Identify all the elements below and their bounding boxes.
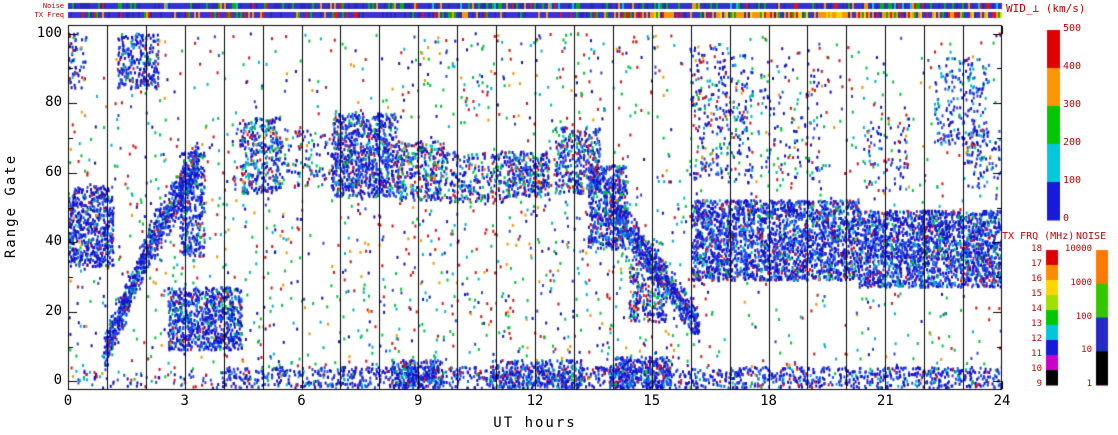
wid-colorbar-tick-label: 300 <box>1063 99 1082 110</box>
x-tick-label: 6 <box>297 393 306 409</box>
x-axis-label: UT hours <box>493 415 577 431</box>
x-tick-label: 15 <box>643 393 661 409</box>
y-tick-label: 20 <box>45 302 62 319</box>
noise-colorbar-tick-label: 1000 <box>1070 277 1092 288</box>
x-tick-label: 21 <box>876 393 894 409</box>
x-tick-label: 3 <box>180 393 189 409</box>
wid-colorbar-tick-label: 400 <box>1063 61 1082 72</box>
wid-colorbar-tick-label: 500 <box>1063 23 1082 34</box>
noise-colorbar-tick-label: 100 <box>1075 311 1092 322</box>
txfrq-colorbar-tick-label: 18 <box>1031 244 1042 254</box>
txfrq-colorbar-tick-label: 12 <box>1031 334 1042 344</box>
x-tick-label: 18 <box>760 393 777 409</box>
y-tick-label: 100 <box>36 24 62 41</box>
wid-colorbar-tick-label: 200 <box>1063 137 1082 148</box>
wid-colorbar-title: WID_⊥ (km/s) <box>1006 2 1086 15</box>
noise-colorbar-tick-label: 10 <box>1081 345 1092 356</box>
txfrq-colorbar-tick-label: 10 <box>1031 364 1042 374</box>
noise-strip-label: Noise <box>42 2 64 10</box>
txfrq-colorbar-title: TX FRQ (MHz) <box>1002 231 1075 242</box>
noise-colorbar-tick-label: 10000 <box>1064 244 1092 254</box>
wid-colorbar-tick-label: 0 <box>1063 213 1070 224</box>
x-tick-label: 9 <box>414 393 423 409</box>
txfrq-colorbar-tick-label: 11 <box>1031 349 1042 359</box>
x-tick-label: 12 <box>526 393 544 409</box>
txfrq-colorbar-tick-label: 17 <box>1031 259 1042 269</box>
y-tick-label: 0 <box>53 372 62 389</box>
y-tick-label: 40 <box>45 233 62 250</box>
noise-colorbar-tick-label: 1 <box>1086 379 1092 389</box>
txfrq-colorbar-tick-label: 9 <box>1036 379 1042 389</box>
wid-colorbar-tick-label: 100 <box>1063 175 1082 186</box>
y-tick-label: 60 <box>45 163 62 180</box>
txfrq-colorbar-tick-label: 15 <box>1031 289 1042 299</box>
y-axis-label: Range Gate <box>3 153 19 259</box>
y-tick-label: 80 <box>45 94 62 111</box>
x-tick-label: 0 <box>63 393 73 409</box>
txfrq-colorbar-tick-label: 16 <box>1031 274 1042 284</box>
txfreq-strip-label: TX Freq <box>34 11 64 19</box>
txfrq-colorbar-tick-label: 14 <box>1031 304 1042 314</box>
txfrq-colorbar-tick-label: 13 <box>1031 319 1042 329</box>
noise-colorbar-title: NOISE <box>1076 231 1107 242</box>
x-tick-label: 24 <box>993 393 1011 409</box>
